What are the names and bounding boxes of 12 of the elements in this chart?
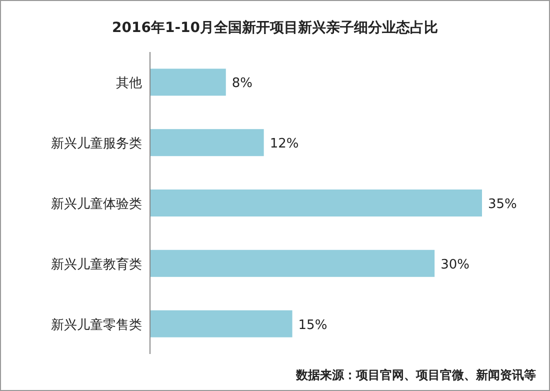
- data-label: 8%: [232, 76, 253, 92]
- data-label: 12%: [270, 136, 299, 152]
- data-label: 15%: [298, 318, 328, 333]
- y-tick-label: 新兴儿童教育类: [51, 256, 142, 272]
- y-tick-label: 新兴儿童零售类: [51, 316, 142, 333]
- y-tick-label: 新兴儿童体验类: [51, 196, 142, 212]
- chart-title: 2016年1-10月全国新开项目新兴亲子细分业态占比: [112, 19, 438, 36]
- y-tick-label: 其他: [116, 76, 142, 92]
- data-label: 30%: [440, 257, 470, 272]
- y-tick-label: 新兴儿童服务类: [51, 136, 142, 152]
- source-note: 数据来源：项目官网、项目官微、新闻资讯等: [295, 368, 536, 382]
- data-label: 35%: [488, 197, 517, 212]
